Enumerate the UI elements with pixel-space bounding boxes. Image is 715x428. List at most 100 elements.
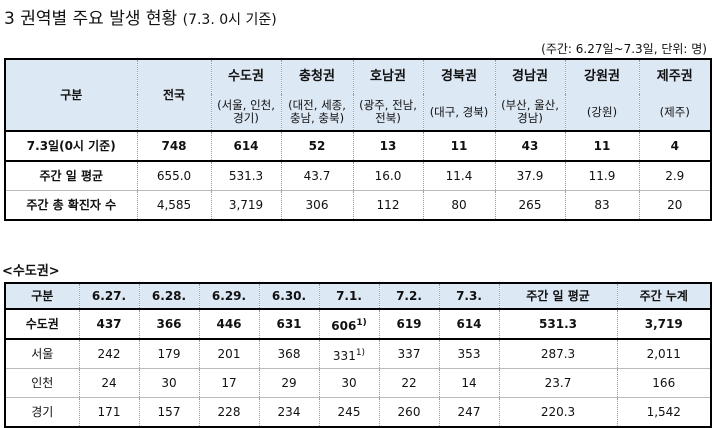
table-row: 수도권 437 366 446 631 6061) 619 614 531.3 … <box>5 309 711 340</box>
page-title: 3 권역별 주요 발생 현황 (7.3. 0시 기준) <box>4 4 277 29</box>
value-cell: 353 <box>439 338 500 369</box>
value-cell: 171 <box>79 397 140 427</box>
value-cell: 11 <box>565 131 640 162</box>
value-cell: 748 <box>137 131 212 162</box>
value-cell: 30 <box>319 368 380 398</box>
row-label: 인천 <box>5 368 80 398</box>
column-header: 6.28. <box>139 283 200 310</box>
value-cell: 306 <box>281 190 354 220</box>
region-name: 경남권 <box>495 59 566 94</box>
row-label: 주간 일 평균 <box>5 161 138 191</box>
value-cell: 30 <box>139 368 200 398</box>
value-cell: 3311) <box>319 338 380 369</box>
value-cell: 368 <box>259 338 320 369</box>
capital-header-row: 구분 6.27. 6.28. 6.29. 6.30. 7.1. 7.2. 7.3… <box>5 283 711 310</box>
column-header: 7.2. <box>379 283 440 310</box>
value-cell: 242 <box>79 338 140 369</box>
corner-cell: 구분 <box>5 59 138 132</box>
value-cell: 201 <box>199 338 260 369</box>
value-cell: 228 <box>199 397 260 427</box>
value-cell: 22 <box>379 368 440 398</box>
column-header: 6.30. <box>259 283 320 310</box>
value-cell: 6061) <box>319 309 380 340</box>
value-cell: 265 <box>495 190 566 220</box>
column-header: 구분 <box>5 283 80 310</box>
value-cell: 11 <box>423 131 496 162</box>
value-cell: 220.3 <box>499 397 618 427</box>
value-cell: 655.0 <box>137 161 212 191</box>
region-sub: (제주) <box>639 94 711 132</box>
value-cell: 247 <box>439 397 500 427</box>
value-cell: 166 <box>617 368 711 398</box>
value-cell: 2.9 <box>665 169 685 183</box>
footnote-mark: 1) <box>355 347 366 358</box>
value-cell: 260 <box>379 397 440 427</box>
value-cell: 531.3 <box>499 309 618 340</box>
capital-table: 구분 6.27. 6.28. 6.29. 6.30. 7.1. 7.2. 7.3… <box>4 282 712 428</box>
region-sub: (부산, 울산, 경남) <box>495 94 566 132</box>
value-cell: 157 <box>139 397 200 427</box>
value-cell: 287.3 <box>499 338 618 369</box>
value-cell: 13 <box>353 131 424 162</box>
value-cell: 3,719 <box>211 190 282 220</box>
row-label: 7.3일(0시 기준) <box>5 131 138 162</box>
region-name: 충청권 <box>281 59 354 94</box>
region-name: 제주권 <box>639 59 711 94</box>
value-cell: 20 <box>639 190 711 220</box>
value-cell: 2,011 <box>617 338 711 369</box>
value-cell: 16.0 <box>353 161 424 191</box>
region-sub: (서울, 인천, 경기) <box>211 94 282 132</box>
value-cell: 80 <box>423 190 496 220</box>
table-row: 7.3일(0시 기준) 748 614 52 13 11 43 11 4 <box>5 131 711 162</box>
value-cell: 43 <box>495 131 566 162</box>
column-header: 6.27. <box>79 283 140 310</box>
value-cell: 179 <box>139 338 200 369</box>
value-cell: 23.7 <box>499 368 618 398</box>
value-cell: 24 <box>79 368 140 398</box>
value-cell: 14 <box>439 368 500 398</box>
table-row: 주간 일 평균 655.0 531.3 43.7 16.0 11.4 37.9 … <box>5 161 711 191</box>
column-header: 6.29. <box>199 283 260 310</box>
unit-note: (주간: 6.27일~7.3일, 단위: 명) <box>541 42 707 56</box>
value-cell: 4 <box>639 131 711 162</box>
row-label: 경기 <box>5 397 80 427</box>
value-cell: 52 <box>281 131 354 162</box>
value-cell: 337 <box>379 338 440 369</box>
value-cell: 614 <box>211 131 282 162</box>
region-name: 강원권 <box>565 59 640 94</box>
column-header: 주간 누계 <box>617 283 711 310</box>
section-label: <수도권> <box>2 264 60 279</box>
title-main: 3 권역별 주요 발생 현황 <box>4 9 178 29</box>
value-cell: 112 <box>353 190 424 220</box>
value-cell: 234 <box>259 397 320 427</box>
value-cell: 614 <box>439 309 500 340</box>
column-header: 7.3. <box>439 283 500 310</box>
table-row: 인천 24 30 17 29 30 22 14 23.7 166 <box>5 368 711 398</box>
footnote-mark: 1) <box>356 317 367 328</box>
value-cell: 437 <box>79 309 140 340</box>
region-sub: (대구, 경북) <box>423 94 496 132</box>
region-sub: (광주, 전남, 전북) <box>353 94 424 132</box>
table-row: 서울 242 179 201 368 3311) 337 353 287.3 2… <box>5 338 711 369</box>
national-header: 전국 <box>137 59 212 132</box>
title-sub: (7.3. 0시 기준) <box>182 12 277 28</box>
value-cell: 446 <box>199 309 260 340</box>
value-cell: 1,542 <box>617 397 711 427</box>
region-sub: (강원) <box>565 94 640 132</box>
row-label: 서울 <box>5 338 80 369</box>
regional-table: 구분 전국 수도권 충청권 호남권 경북권 경남권 강원권 제주권 (서울, 인… <box>4 58 712 221</box>
value-cell: 531.3 <box>211 161 282 191</box>
row-label: 주간 총 확진자 수 <box>5 190 138 220</box>
value-cell: 3,719 <box>617 309 711 340</box>
region-name: 수도권 <box>211 59 282 94</box>
value-cell: 366 <box>139 309 200 340</box>
table-row: 경기 171 157 228 234 245 260 247 220.3 1,5… <box>5 397 711 427</box>
value-cell: 29 <box>259 368 320 398</box>
column-header: 7.1. <box>319 283 380 310</box>
row-label: 수도권 <box>5 309 80 340</box>
value-cell: 43.7 <box>281 161 354 191</box>
value-cell: 11.9 <box>565 161 640 191</box>
value-cell: 619 <box>379 309 440 340</box>
column-header: 주간 일 평균 <box>499 283 618 310</box>
value-cell: 631 <box>259 309 320 340</box>
